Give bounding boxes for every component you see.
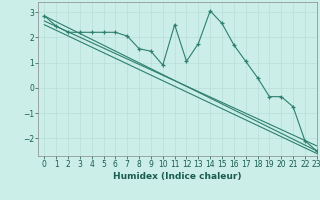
X-axis label: Humidex (Indice chaleur): Humidex (Indice chaleur)	[113, 172, 242, 181]
